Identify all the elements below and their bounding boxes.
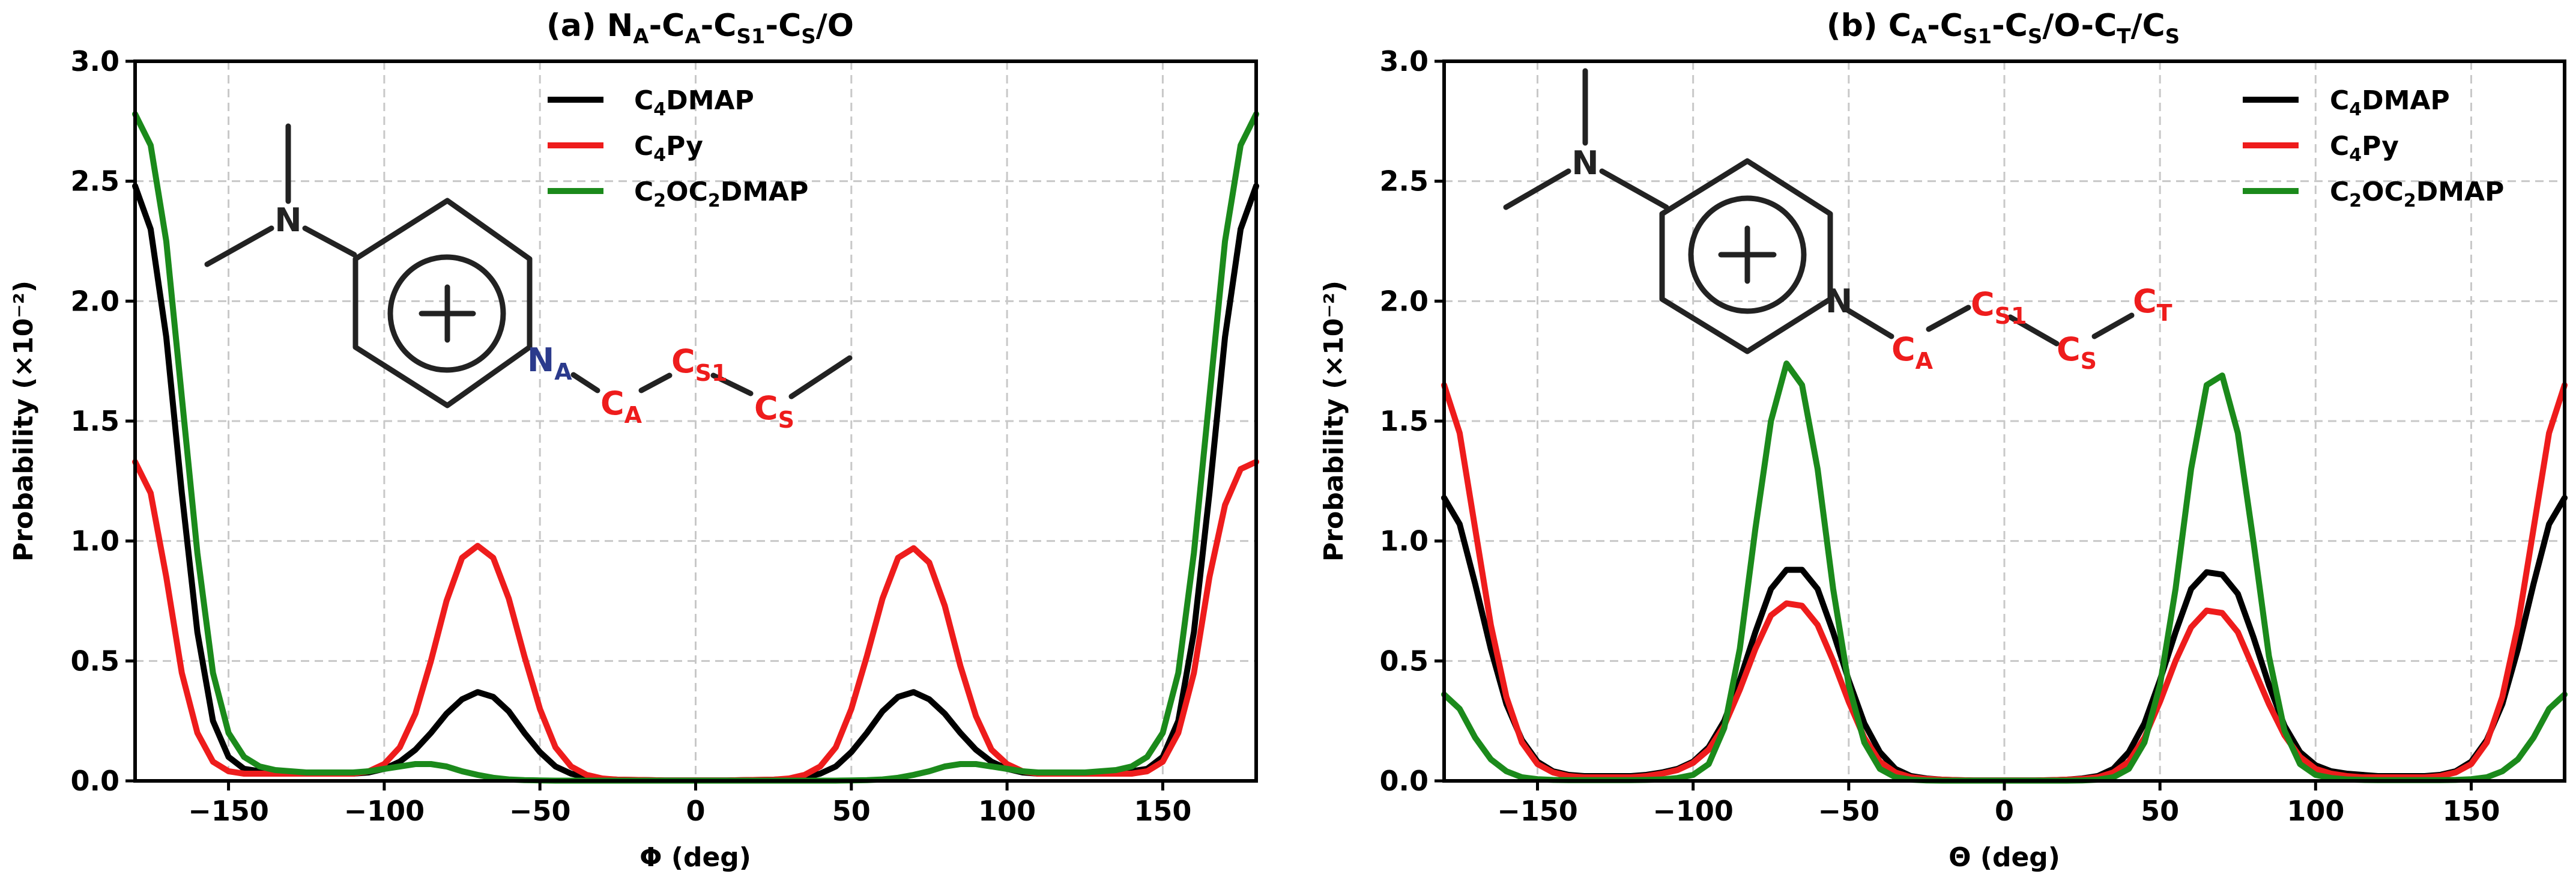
y-tick-label: 0.0 xyxy=(71,765,120,797)
panel-b-y-label: Probability (×10⁻²) xyxy=(1319,281,1349,562)
x-tick-label: −100 xyxy=(1652,795,1734,827)
atom-label-cs: CS xyxy=(754,389,794,433)
x-tick-label: 50 xyxy=(2141,795,2179,827)
bond-cs1-cs xyxy=(710,372,754,396)
x-tick-label: 100 xyxy=(2287,795,2344,827)
x-tick-label: 150 xyxy=(2442,795,2500,827)
y-tick-label: 1.0 xyxy=(71,525,120,557)
atom-label-cs: CS xyxy=(2057,330,2097,374)
x-tick-label: 0 xyxy=(1995,795,2014,827)
atom-label-ct: CT xyxy=(2133,282,2172,326)
y-tick-label: 1.0 xyxy=(1380,525,1429,557)
atom-label-na: NA xyxy=(527,341,572,385)
y-tick-label: 2.5 xyxy=(1380,165,1429,198)
x-tick-label: −50 xyxy=(1818,795,1880,827)
panel-a-x-label: Φ (deg) xyxy=(639,842,751,873)
panel-a-legend: C4DMAP C4Py C2OC2DMAP xyxy=(548,85,808,211)
bond-cs1-cs xyxy=(2007,314,2060,347)
panel-b-y-ticks: 0.0 0.5 1.0 1.5 2.0 2.5 3.0 xyxy=(1380,45,1444,797)
panel-b-x-label: Θ (deg) xyxy=(1949,842,2060,873)
bond-cs-ct xyxy=(2091,312,2135,339)
panel-a-title: (a) NA-CA-CS1-CS/O xyxy=(546,8,854,49)
panel-b-molecule-inset xyxy=(1503,68,2135,354)
x-tick-label: −150 xyxy=(188,795,269,827)
methyl-bond-left xyxy=(204,225,274,267)
methyl-bond-left xyxy=(1503,168,1571,210)
panel-a-x-ticks: −150 −100 −50 0 50 100 150 xyxy=(188,781,1191,827)
bond-na-ca xyxy=(570,372,600,393)
bond-cs-terminal xyxy=(788,355,853,399)
y-tick-label: 0.5 xyxy=(1380,645,1429,677)
legend-label-c4py: C4Py xyxy=(2330,131,2399,166)
panel-b-title: (b) CA-CS1-CS/O-CT/CS xyxy=(1827,8,2180,49)
panel-a-molecule-labels: N NA CA CS1 CS xyxy=(274,201,794,433)
y-tick-label: 3.0 xyxy=(1380,45,1429,77)
atom-label-ca: CA xyxy=(600,384,642,428)
y-tick-label: 2.0 xyxy=(1380,285,1429,317)
legend-label-c4dmap: C4DMAP xyxy=(2330,85,2450,120)
y-tick-label: 0.5 xyxy=(71,645,120,677)
aromatic-circle xyxy=(387,254,506,373)
x-tick-label: −100 xyxy=(344,795,425,827)
atom-label-ca: CA xyxy=(1891,330,1934,374)
atom-label-ring-n: N xyxy=(1825,282,1852,320)
series-line-c4py xyxy=(1441,382,2568,784)
panel-a-molecule-inset xyxy=(204,123,853,408)
panel-a-y-label: Probability (×10⁻²) xyxy=(8,281,39,562)
panel-a-grid xyxy=(135,61,1256,781)
y-tick-label: 1.5 xyxy=(1380,405,1429,437)
panel-a-axes-frame xyxy=(133,59,1258,783)
panel-b-grid xyxy=(1444,61,2565,781)
y-tick-label: 1.5 xyxy=(71,405,120,437)
bond-n-ca xyxy=(1843,306,1894,339)
panel-b-legend: C4DMAP C4Py C2OC2DMAP xyxy=(2243,85,2504,211)
legend-label-c4py: C4Py xyxy=(634,131,703,166)
panel-b-x-ticks: −150 −100 −50 0 50 100 150 xyxy=(1497,781,2500,827)
x-tick-label: −150 xyxy=(1497,795,1578,827)
x-tick-label: −50 xyxy=(509,795,571,827)
aromatic-circle xyxy=(1688,195,1807,314)
y-tick-label: 0.0 xyxy=(1380,765,1429,797)
panel-a-y-ticks: 0.0 0.5 1.0 1.5 2.0 2.5 3.0 xyxy=(71,45,135,797)
pyridinium-ring xyxy=(352,198,533,408)
atom-label-amine-n: N xyxy=(274,201,301,239)
x-tick-label: 50 xyxy=(832,795,871,827)
bond-ca-cs1 xyxy=(638,372,673,393)
x-tick-label: 0 xyxy=(686,795,705,827)
y-tick-label: 2.5 xyxy=(71,165,120,198)
y-tick-label: 2.0 xyxy=(71,285,120,317)
atom-label-cs1: CS1 xyxy=(1971,285,2027,329)
legend-label-c4dmap: C4DMAP xyxy=(634,85,754,120)
amine-ring-bond xyxy=(302,225,357,258)
x-tick-label: 100 xyxy=(978,795,1036,827)
panel-a: (a) NA-CA-CS1-CS/O −150 −100 −50 0 50 100 150 … xyxy=(8,8,1259,873)
x-tick-label: 150 xyxy=(1134,795,1191,827)
bond-ca-cs1 xyxy=(1926,305,1971,332)
pyridinium-ring xyxy=(1659,158,1833,354)
atom-label-cs1: CS1 xyxy=(671,342,727,386)
panel-b-axes-frame xyxy=(1442,59,2566,783)
amine-ring-bond xyxy=(1599,168,1669,210)
panel-b: (b) CA-CS1-CS/O-CT/CS −150 −100 −50 0 50 100 1… xyxy=(1319,8,2568,873)
y-tick-label: 3.0 xyxy=(71,45,120,77)
atom-label-amine-n: N xyxy=(1571,144,1598,182)
